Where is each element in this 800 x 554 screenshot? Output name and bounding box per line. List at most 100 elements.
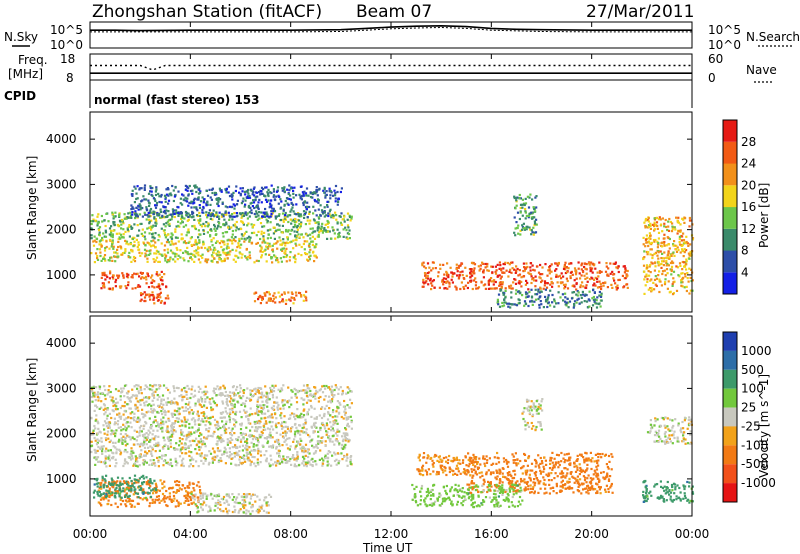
- heatmap-cell: [596, 277, 599, 280]
- heatmap-cell: [445, 270, 448, 273]
- heatmap-cell: [106, 407, 109, 410]
- heatmap-cell: [486, 265, 489, 268]
- heatmap-cell: [187, 433, 190, 436]
- heatmap-cell: [223, 450, 226, 453]
- heatmap-cell: [211, 461, 214, 464]
- heatmap-cell: [667, 264, 670, 267]
- heatmap-cell: [235, 226, 238, 229]
- heatmap-cell: [239, 432, 242, 435]
- heatmap-cell: [249, 236, 252, 239]
- heatmap-cell: [239, 428, 243, 431]
- heatmap-cell: [114, 458, 117, 461]
- heatmap-cell: [317, 235, 320, 238]
- heatmap-cell: [529, 273, 533, 276]
- heatmap-cell: [90, 252, 93, 255]
- heatmap-cell: [345, 392, 348, 395]
- heatmap-cell: [206, 436, 209, 439]
- heatmap-cell: [531, 216, 534, 219]
- heatmap-cell: [562, 267, 566, 270]
- nsky-label: N.Sky: [4, 30, 38, 44]
- heatmap-cell: [266, 221, 269, 224]
- heatmap-cell: [250, 434, 254, 437]
- heatmap-cell: [185, 393, 188, 396]
- heatmap-cell: [145, 208, 148, 211]
- heatmap-cell: [300, 185, 303, 188]
- heatmap-cell: [281, 212, 285, 215]
- heatmap-cell: [309, 463, 312, 466]
- heatmap-cell: [451, 275, 454, 278]
- heatmap-cell: [273, 198, 276, 201]
- heatmap-cell: [117, 237, 120, 241]
- heatmap-cell: [129, 407, 132, 410]
- heatmap-cell: [423, 272, 427, 275]
- heatmap-cell: [306, 451, 309, 454]
- heatmap-cell: [202, 222, 205, 225]
- heatmap-cell: [122, 428, 125, 431]
- heatmap-cell: [244, 405, 247, 408]
- heatmap-cell: [667, 280, 670, 283]
- heatmap-cell: [124, 433, 127, 436]
- heatmap-cell: [317, 216, 320, 219]
- heatmap-cell: [533, 269, 536, 272]
- heatmap-cell: [169, 249, 173, 252]
- heatmap-cell: [158, 200, 161, 204]
- heatmap-cell: [284, 199, 287, 203]
- heatmap-cell: [136, 224, 139, 227]
- heatmap-cell: [173, 397, 176, 400]
- heatmap-cell: [350, 419, 353, 422]
- colorbar-swatch: [723, 228, 737, 251]
- heatmap-cell: [626, 286, 629, 289]
- heatmap-cell: [508, 302, 511, 305]
- heatmap-cell: [225, 451, 228, 454]
- heatmap-cell: [671, 225, 674, 228]
- heatmap-cell: [237, 242, 240, 245]
- heatmap-cell: [534, 288, 537, 291]
- heatmap-cell: [514, 271, 517, 274]
- heatmap-cell: [296, 408, 299, 411]
- heatmap-cell: [300, 233, 303, 236]
- heatmap-cell: [670, 268, 673, 271]
- heatmap-cell: [528, 196, 531, 199]
- heatmap-cell: [346, 224, 350, 227]
- heatmap-cell: [96, 224, 99, 227]
- heatmap-cell: [658, 216, 661, 219]
- heatmap-cell: [258, 198, 261, 201]
- heatmap-cell: [219, 449, 222, 452]
- heatmap-cell: [164, 297, 167, 300]
- heatmap-cell: [290, 389, 293, 392]
- heatmap-cell: [340, 223, 344, 226]
- heatmap-cell: [219, 416, 222, 419]
- heatmap-cell: [644, 219, 647, 222]
- heatmap-cell: [656, 240, 659, 243]
- heatmap-cell: [209, 213, 212, 216]
- heatmap-cell: [234, 394, 237, 397]
- heatmap-cell: [653, 240, 656, 243]
- heatmap-cell: [241, 214, 244, 217]
- heatmap-cell: [281, 231, 284, 234]
- heatmap-cell: [550, 277, 553, 280]
- heatmap-cell: [309, 248, 312, 251]
- heatmap-cell: [275, 396, 278, 399]
- heatmap-cell: [175, 246, 178, 250]
- heatmap-cell: [154, 206, 158, 209]
- heatmap-cell: [143, 401, 146, 404]
- heatmap-cell: [675, 216, 678, 219]
- heatmap-cell: [282, 457, 285, 461]
- heatmap-cell: [257, 298, 260, 301]
- heatmap-cell: [430, 282, 433, 285]
- heatmap-cell: [266, 440, 270, 443]
- heatmap-cell: [298, 416, 301, 419]
- heatmap-cell: [256, 205, 259, 208]
- heatmap-cell: [170, 232, 173, 235]
- heatmap-cell: [224, 231, 227, 234]
- heatmap-cell: [534, 196, 537, 199]
- heatmap-cell: [160, 418, 163, 421]
- heatmap-cell: [321, 423, 324, 427]
- heatmap-cell: [528, 212, 531, 215]
- heatmap-cell: [153, 419, 156, 422]
- heatmap-cell: [183, 259, 186, 262]
- heatmap-cell: [499, 277, 502, 280]
- heatmap-cell: [240, 422, 243, 425]
- heatmap-cell: [512, 281, 515, 284]
- heatmap-cell: [246, 445, 249, 448]
